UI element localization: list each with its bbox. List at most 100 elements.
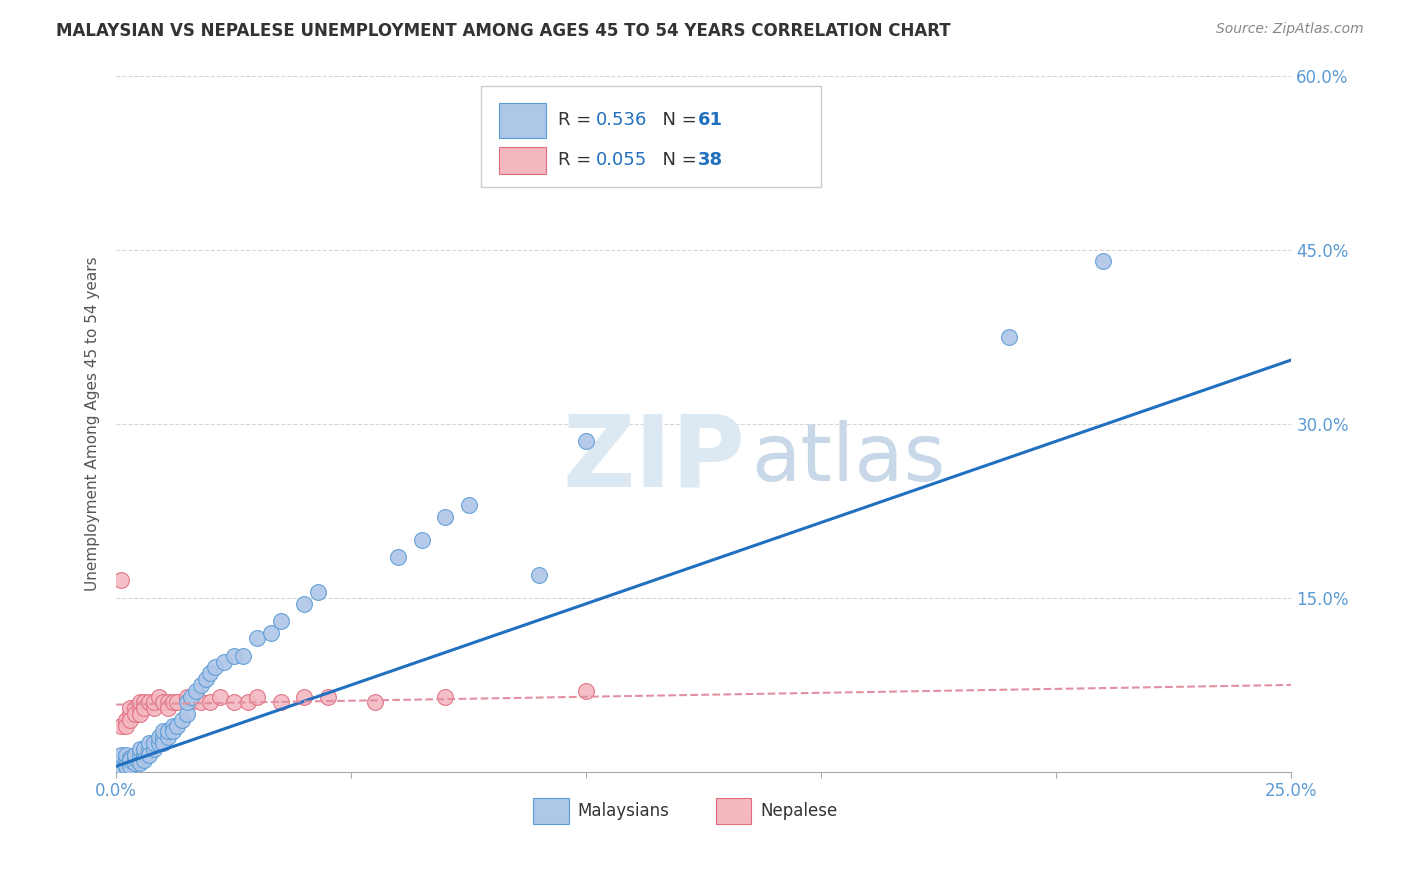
Point xyxy=(156,701,179,715)
Text: Malaysians: Malaysians xyxy=(576,802,669,820)
Point xyxy=(120,751,142,765)
Point xyxy=(208,690,231,704)
Point xyxy=(120,756,142,770)
Point xyxy=(529,567,551,582)
Point xyxy=(180,695,202,709)
Point xyxy=(134,747,156,762)
Point xyxy=(176,706,198,721)
Text: atlas: atlas xyxy=(751,419,945,498)
Point xyxy=(364,695,387,709)
Point xyxy=(148,730,170,744)
Point xyxy=(457,498,479,512)
Point xyxy=(142,695,165,709)
Point xyxy=(120,713,142,727)
Point xyxy=(148,736,170,750)
Point xyxy=(128,701,150,715)
Point xyxy=(148,690,170,704)
Text: N =: N = xyxy=(651,152,703,169)
Point xyxy=(316,690,339,704)
Point xyxy=(998,329,1021,343)
Point xyxy=(124,756,146,770)
Point xyxy=(110,753,132,767)
Point xyxy=(138,736,160,750)
Text: R =: R = xyxy=(558,112,598,129)
Point xyxy=(194,672,217,686)
Point xyxy=(186,683,208,698)
Point xyxy=(142,701,165,715)
Text: ZIP: ZIP xyxy=(562,410,745,507)
Point xyxy=(156,724,179,739)
Point xyxy=(110,759,132,773)
Y-axis label: Unemployment Among Ages 45 to 54 years: Unemployment Among Ages 45 to 54 years xyxy=(86,256,100,591)
Point xyxy=(110,718,132,732)
Point xyxy=(162,718,184,732)
Point xyxy=(172,713,194,727)
Point xyxy=(200,666,222,681)
Point xyxy=(128,706,150,721)
Point xyxy=(124,706,146,721)
Point xyxy=(120,706,142,721)
Point xyxy=(152,724,174,739)
Point xyxy=(152,730,174,744)
Point xyxy=(180,690,202,704)
Point xyxy=(434,509,457,524)
Point xyxy=(292,597,315,611)
Point xyxy=(138,695,160,709)
Point xyxy=(575,683,598,698)
Point xyxy=(307,585,329,599)
Point xyxy=(110,574,132,588)
Point xyxy=(222,695,245,709)
Point xyxy=(128,741,150,756)
Point xyxy=(128,695,150,709)
Point xyxy=(162,695,184,709)
Point xyxy=(246,632,269,646)
Text: R =: R = xyxy=(558,152,598,169)
Point xyxy=(575,434,598,449)
FancyBboxPatch shape xyxy=(499,146,547,175)
FancyBboxPatch shape xyxy=(499,103,547,138)
Point xyxy=(162,724,184,739)
Text: 61: 61 xyxy=(697,112,723,129)
Point xyxy=(142,741,165,756)
Point xyxy=(186,690,208,704)
Text: Nepalese: Nepalese xyxy=(761,802,838,820)
Point xyxy=(134,741,156,756)
Point xyxy=(134,753,156,767)
Text: MALAYSIAN VS NEPALESE UNEMPLOYMENT AMONG AGES 45 TO 54 YEARS CORRELATION CHART: MALAYSIAN VS NEPALESE UNEMPLOYMENT AMONG… xyxy=(56,22,950,40)
Point xyxy=(204,660,226,674)
Point xyxy=(124,751,146,765)
Point xyxy=(176,695,198,709)
Point xyxy=(176,690,198,704)
Point xyxy=(236,695,259,709)
Point xyxy=(128,747,150,762)
Point xyxy=(120,753,142,767)
Point xyxy=(292,690,315,704)
Point xyxy=(120,759,142,773)
FancyBboxPatch shape xyxy=(481,86,821,187)
Point xyxy=(114,718,136,732)
Point xyxy=(128,753,150,767)
Point xyxy=(114,747,136,762)
Text: N =: N = xyxy=(651,112,703,129)
Point xyxy=(434,690,457,704)
Point xyxy=(114,713,136,727)
Point xyxy=(1092,254,1115,268)
Point xyxy=(110,747,132,762)
Point xyxy=(246,690,269,704)
Text: Source: ZipAtlas.com: Source: ZipAtlas.com xyxy=(1216,22,1364,37)
Point xyxy=(156,695,179,709)
Point xyxy=(124,747,146,762)
Point xyxy=(260,625,283,640)
FancyBboxPatch shape xyxy=(716,797,751,824)
Point xyxy=(387,550,409,565)
Point xyxy=(142,736,165,750)
Point xyxy=(190,678,212,692)
Point xyxy=(134,695,156,709)
Text: 38: 38 xyxy=(697,152,723,169)
FancyBboxPatch shape xyxy=(533,797,568,824)
Point xyxy=(120,701,142,715)
Point xyxy=(114,753,136,767)
Point xyxy=(152,736,174,750)
Point xyxy=(114,759,136,773)
Point xyxy=(214,655,236,669)
